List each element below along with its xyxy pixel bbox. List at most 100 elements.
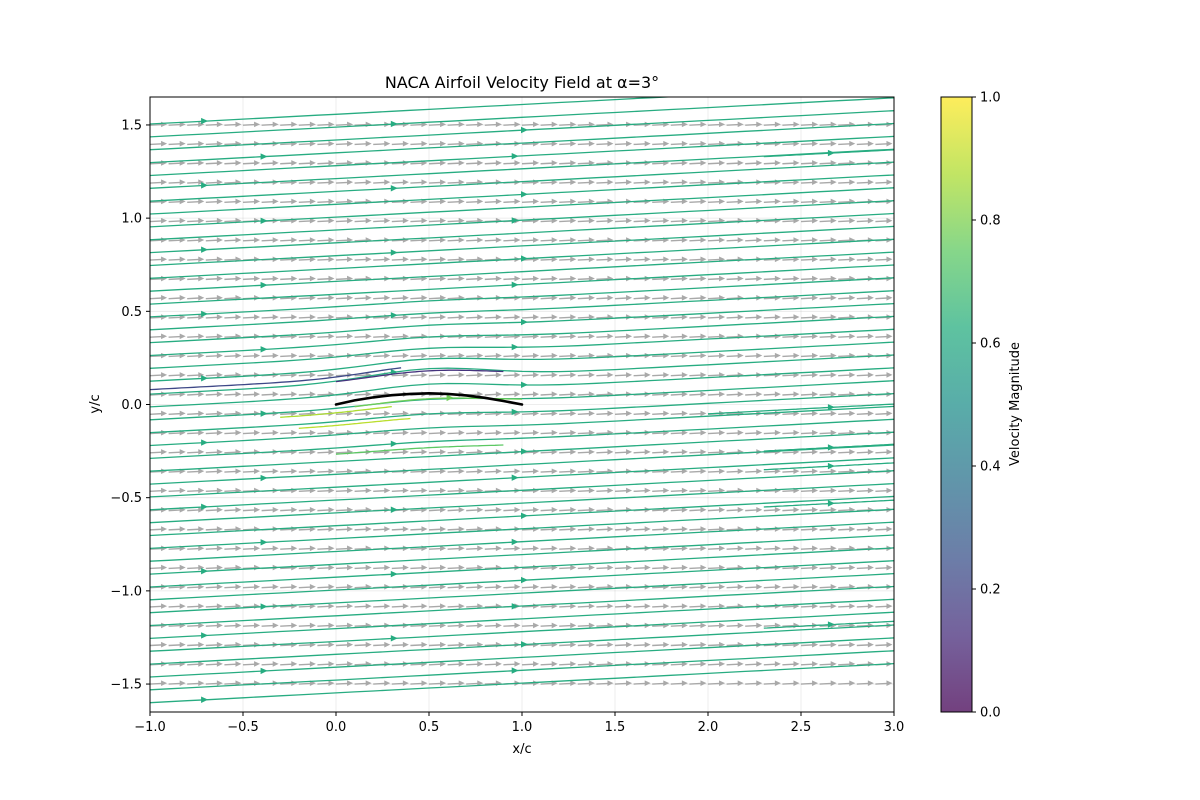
quiver-arrowhead	[198, 140, 205, 147]
quiver-arrow	[150, 335, 163, 338]
quiver-arrow	[428, 297, 442, 300]
quiver-arrowhead	[533, 198, 540, 205]
quiver-arrowhead	[495, 449, 502, 455]
quiver-arrow	[261, 663, 274, 666]
quiver-arrow	[280, 239, 293, 242]
quiver-arrowhead	[458, 603, 465, 609]
quiver-arrow	[633, 239, 646, 242]
quiver-arrowhead	[384, 217, 391, 224]
streamline-arrow	[390, 185, 398, 192]
quiver-arrowhead	[347, 641, 354, 648]
quiver-arrowhead	[626, 680, 633, 687]
quiver-arrow	[782, 200, 795, 203]
quiver-arrow	[150, 490, 163, 493]
quiver-arrowhead	[681, 237, 688, 243]
quiver-arrowhead	[756, 160, 763, 166]
quiver-arrow	[354, 547, 367, 550]
quiver-arrow	[447, 316, 460, 319]
quiver-arrow	[484, 644, 497, 647]
y-tick-label: −1.5	[110, 678, 142, 693]
quiver-arrow	[819, 412, 832, 415]
quiver-arrow	[856, 412, 869, 415]
quiver-arrowhead	[477, 584, 484, 590]
streamline-arrow	[521, 318, 528, 326]
quiver-arrowhead	[365, 641, 372, 648]
quiver-arrowhead	[458, 352, 465, 359]
quiver-arrowhead	[681, 641, 688, 648]
quiver-arrowhead	[291, 680, 298, 687]
quiver-arrowhead	[551, 352, 558, 359]
quiver-arrow	[540, 162, 553, 165]
quiver-arrowhead	[272, 121, 279, 128]
quiver-arrowhead	[774, 179, 781, 185]
streamline	[150, 122, 894, 164]
quiver-arrow	[893, 664, 894, 665]
quiver-arrow	[168, 605, 181, 608]
quiver-arrow	[726, 490, 739, 493]
streamline-arrow	[827, 621, 835, 628]
quiver-arrowhead	[905, 237, 911, 243]
quiver-arrowhead	[235, 545, 242, 552]
quiver-arrowhead	[812, 372, 819, 378]
quiver-arrowhead	[570, 680, 577, 687]
quiver-arrow	[763, 143, 776, 146]
quiver-arrowhead	[867, 295, 874, 301]
quiver-arrow	[466, 200, 479, 203]
quiver-arrowhead	[849, 140, 856, 147]
quiver-arrow	[410, 412, 423, 415]
quiver-arrowhead	[440, 506, 447, 513]
quiver-arrowhead	[588, 160, 595, 166]
quiver-arrow	[577, 143, 590, 146]
quiver-arrowhead	[812, 314, 819, 320]
quiver-arrowhead	[309, 140, 316, 147]
streamline	[150, 251, 894, 292]
quiver-arrowhead	[309, 584, 316, 590]
quiver-arrow	[707, 297, 721, 300]
quiver-arrowhead	[737, 429, 744, 436]
streamline-arrow	[201, 246, 209, 253]
quiver-arrow	[280, 624, 293, 627]
quiver-arrow	[652, 181, 665, 184]
quiver-arrow	[800, 567, 814, 570]
quiver-arrow	[224, 509, 237, 512]
quiver-arrow	[577, 162, 590, 165]
quiver-arrowhead	[830, 449, 837, 455]
quiver-arrowhead	[849, 295, 856, 301]
quiver-arrowhead	[700, 564, 707, 571]
quiver-arrowhead	[328, 160, 335, 166]
quiver-arrow	[391, 355, 404, 358]
quiver-arrow	[187, 586, 200, 589]
quiver-arrow	[763, 316, 776, 319]
quiver-arrowhead	[291, 603, 298, 609]
quiver-arrowhead	[644, 237, 651, 243]
quiver-arrowhead	[681, 545, 688, 552]
quiver-arrow	[410, 239, 423, 242]
quiver-arrow	[484, 509, 497, 512]
quiver-arrowhead	[458, 526, 465, 532]
quiver-arrow	[373, 490, 386, 493]
quiver-arrowhead	[830, 487, 837, 494]
quiver-arrowhead	[737, 140, 744, 147]
quiver-arrowhead	[681, 391, 688, 397]
quiver-arrow	[466, 509, 479, 512]
quiver-arrowhead	[700, 295, 707, 301]
quiver-arrowhead	[272, 160, 279, 166]
quiver-arrowhead	[719, 564, 726, 571]
quiver-arrow	[298, 470, 311, 473]
quiver-arrowhead	[161, 506, 168, 513]
quiver-arrowhead	[254, 680, 261, 687]
quiver-arrowhead	[161, 564, 168, 571]
quiver-arrow	[633, 181, 646, 184]
quiver-arrow	[187, 143, 200, 146]
quiver-arrowhead	[235, 352, 242, 359]
quiver-arrow	[224, 258, 237, 261]
quiver-arrow	[280, 123, 293, 126]
quiver-arrow	[819, 181, 832, 184]
quiver-arrow	[652, 470, 665, 473]
quiver-arrow	[707, 528, 721, 531]
quiver-arrow	[447, 451, 460, 454]
quiver-arrowhead	[607, 680, 614, 687]
quiver-arrowhead	[384, 410, 391, 417]
quiver-arrowhead	[756, 237, 763, 243]
quiver-arrow	[466, 374, 479, 377]
